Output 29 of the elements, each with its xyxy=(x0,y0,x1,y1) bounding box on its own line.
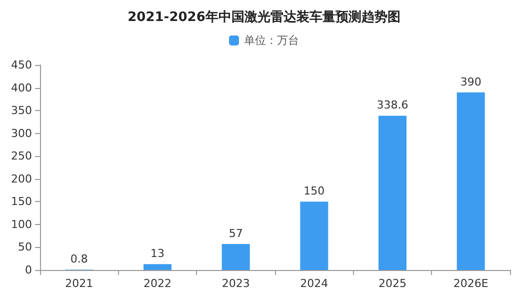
bar xyxy=(300,202,328,270)
y-tick-label: 300 xyxy=(11,126,32,140)
data-label: 57 xyxy=(228,227,243,240)
bar xyxy=(456,92,485,270)
data-label: 150 xyxy=(304,184,325,198)
x-tick-label: 2024 xyxy=(300,277,328,290)
x-tick-label: 2026E xyxy=(453,277,488,290)
y-tick-label: 50 xyxy=(18,240,32,254)
bar xyxy=(144,264,172,270)
x-tick-label: 2023 xyxy=(222,277,250,290)
y-tick-label: 250 xyxy=(11,150,32,163)
chart-title: 2021-2026年中国激光雷达装车量预测趋势图 xyxy=(128,9,400,25)
data-label: 338.6 xyxy=(376,98,408,112)
y-tick-label: 400 xyxy=(11,81,32,94)
y-tick-label: 350 xyxy=(11,104,32,118)
x-tick-label: 2021 xyxy=(65,277,94,290)
y-tick-label: 100 xyxy=(11,218,32,231)
y-tick-label: 450 xyxy=(11,58,32,72)
x-tick-label: 2022 xyxy=(144,277,172,290)
data-label: 390 xyxy=(460,75,482,88)
y-tick-label: 200 xyxy=(11,172,32,186)
y-tick-label: 0 xyxy=(25,264,32,276)
x-tick-label: 2025 xyxy=(378,277,406,290)
legend-label: 单位：万台 xyxy=(244,34,299,47)
data-label: 13 xyxy=(150,247,164,260)
bar xyxy=(222,244,250,270)
bar xyxy=(378,116,406,270)
data-label: 0.8 xyxy=(70,252,88,266)
y-tick-label: 150 xyxy=(11,195,32,208)
